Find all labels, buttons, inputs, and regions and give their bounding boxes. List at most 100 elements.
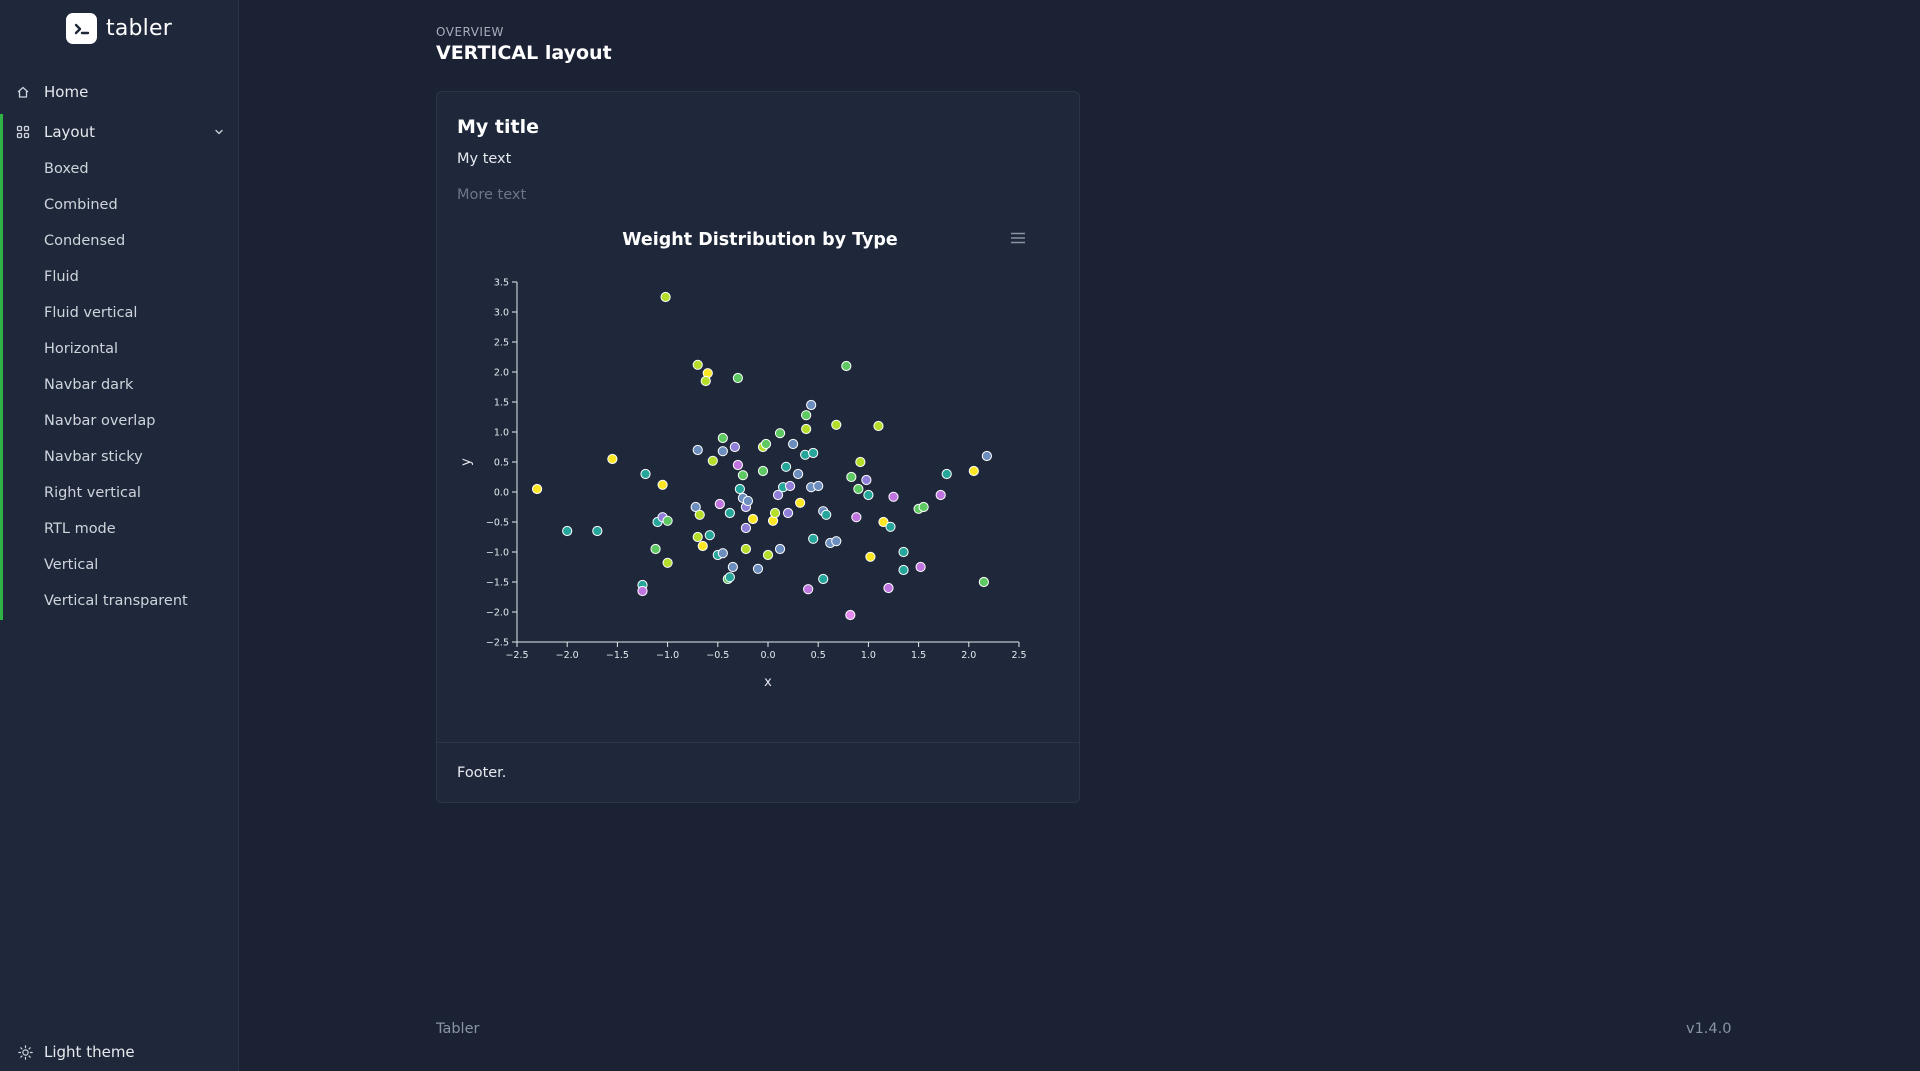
scatter-point[interactable] xyxy=(640,468,651,480)
scatter-point[interactable] xyxy=(888,491,899,502)
sidebar-subitem-navbar-overlap[interactable]: Navbar overlap xyxy=(44,413,156,429)
scatter-point[interactable] xyxy=(941,468,952,480)
scatter-point[interactable] xyxy=(865,551,876,562)
scatter-point[interactable] xyxy=(692,444,703,456)
scatter-point[interactable] xyxy=(662,557,673,568)
sidebar-subitem-combined[interactable]: Combined xyxy=(44,197,118,213)
scatter-point[interactable] xyxy=(841,360,852,372)
scatter-point[interactable] xyxy=(607,453,618,465)
scatter-point[interactable] xyxy=(714,498,725,510)
scatter-point[interactable] xyxy=(772,489,784,501)
scatter-point[interactable] xyxy=(803,584,814,595)
chevron-down-icon[interactable] xyxy=(213,126,225,138)
scatter-point[interactable] xyxy=(821,509,832,520)
sidebar-subitem-boxed[interactable]: Boxed xyxy=(44,161,89,177)
scatter-point[interactable] xyxy=(694,509,705,520)
scatter-point[interactable] xyxy=(915,561,926,573)
scatter-point[interactable] xyxy=(732,372,743,384)
scatter-point[interactable] xyxy=(808,533,819,544)
scatter-point[interactable] xyxy=(883,582,894,594)
scatter-point[interactable] xyxy=(752,563,764,574)
scatter-point[interactable] xyxy=(898,564,909,576)
sidebar-subitem-fluid[interactable]: Fluid xyxy=(44,269,79,285)
scatter-point[interactable] xyxy=(740,543,752,555)
scatter-point[interactable] xyxy=(846,471,857,483)
sidebar-item-home[interactable]: Home xyxy=(0,74,239,110)
sidebar-subitem-vertical-transparent[interactable]: Vertical transparent xyxy=(44,593,188,609)
scatter-point[interactable] xyxy=(780,461,792,472)
scatter-point[interactable] xyxy=(788,438,799,450)
scatter-point[interactable] xyxy=(724,507,735,519)
scatter-point[interactable] xyxy=(863,489,874,501)
scatter-point[interactable] xyxy=(885,521,896,532)
scatter-point[interactable] xyxy=(660,291,671,303)
sidebar-subitem-fluid-vertical[interactable]: Fluid vertical xyxy=(44,305,138,321)
scatter-point[interactable] xyxy=(531,483,543,495)
scatter-point[interactable] xyxy=(742,495,754,507)
scatter-point[interactable] xyxy=(704,530,715,541)
scatter-point[interactable] xyxy=(774,543,786,555)
scatter-point[interactable] xyxy=(845,609,856,621)
scatter-point[interactable] xyxy=(831,419,842,430)
scatter-point[interactable] xyxy=(774,428,786,439)
scatter-point[interactable] xyxy=(724,572,735,583)
footer-version[interactable]: v1.4.0 xyxy=(1686,1021,1732,1037)
scatter-point[interactable] xyxy=(592,525,603,537)
scatter-point[interactable] xyxy=(818,573,829,585)
scatter-point[interactable] xyxy=(717,432,728,444)
scatter-point[interactable] xyxy=(757,465,769,477)
scatter-point[interactable] xyxy=(717,446,728,457)
sidebar-subitem-navbar-sticky[interactable]: Navbar sticky xyxy=(44,449,143,465)
scatter-point[interactable] xyxy=(801,423,812,435)
scatter-point[interactable] xyxy=(737,470,748,481)
sidebar-subitem-right-vertical[interactable]: Right vertical xyxy=(44,485,141,501)
scatter-point[interactable] xyxy=(692,531,703,543)
sidebar-subitem-horizontal[interactable]: Horizontal xyxy=(44,341,119,357)
scatter-point[interactable] xyxy=(707,455,718,466)
chart-menu-icon[interactable] xyxy=(1011,232,1025,244)
scatter-point[interactable] xyxy=(692,359,703,370)
scatter-point[interactable] xyxy=(795,497,806,508)
scatter-point[interactable] xyxy=(717,548,728,559)
scatter-point[interactable] xyxy=(793,468,804,480)
scatter-point[interactable] xyxy=(808,447,819,459)
scatter-point[interactable] xyxy=(918,501,929,513)
scatter-point[interactable] xyxy=(690,501,701,513)
scatter-point[interactable] xyxy=(784,480,796,492)
scatter-point[interactable] xyxy=(806,399,817,411)
scatter-point[interactable] xyxy=(700,375,711,387)
scatter-point[interactable] xyxy=(935,489,946,501)
scatter-point[interactable] xyxy=(762,549,774,561)
scatter-point[interactable] xyxy=(801,410,812,421)
scatter-point[interactable] xyxy=(637,585,648,597)
scatter-point[interactable] xyxy=(562,525,573,537)
scatter-point[interactable] xyxy=(873,420,884,432)
footer-brand-link[interactable]: Tabler xyxy=(436,1021,480,1037)
scatter-point[interactable] xyxy=(978,576,989,588)
sidebar-item-layout[interactable]: Layout xyxy=(0,114,239,150)
scatter-point[interactable] xyxy=(769,507,781,519)
sidebar-subitem-vertical[interactable]: Vertical xyxy=(44,557,99,573)
scatter-point[interactable] xyxy=(732,459,743,471)
scatter-point[interactable] xyxy=(662,515,673,526)
scatter-point[interactable] xyxy=(729,441,740,453)
scatter-point[interactable] xyxy=(851,512,862,523)
scatter-point[interactable] xyxy=(782,507,794,519)
sidebar-subitem-rtl-mode[interactable]: RTL mode xyxy=(44,521,116,537)
brand[interactable]: tabler xyxy=(66,13,172,44)
scatter-point[interactable] xyxy=(727,561,738,573)
scatter-point[interactable] xyxy=(760,438,772,450)
scatter-point[interactable] xyxy=(968,465,979,477)
theme-toggle[interactable]: Light theme xyxy=(0,1038,239,1066)
sidebar-subitem-navbar-dark[interactable]: Navbar dark xyxy=(44,377,134,393)
scatter-point[interactable] xyxy=(861,474,872,486)
scatter-point[interactable] xyxy=(657,479,668,490)
scatter-point[interactable] xyxy=(813,480,824,492)
scatter-point[interactable] xyxy=(855,456,866,468)
scatter-point[interactable] xyxy=(898,546,909,558)
scatter-point[interactable] xyxy=(981,450,992,462)
scatter-point[interactable] xyxy=(878,516,889,528)
scatter-point[interactable] xyxy=(650,543,661,555)
sidebar-subitem-condensed[interactable]: Condensed xyxy=(44,233,126,249)
scatter-point[interactable] xyxy=(853,483,864,495)
